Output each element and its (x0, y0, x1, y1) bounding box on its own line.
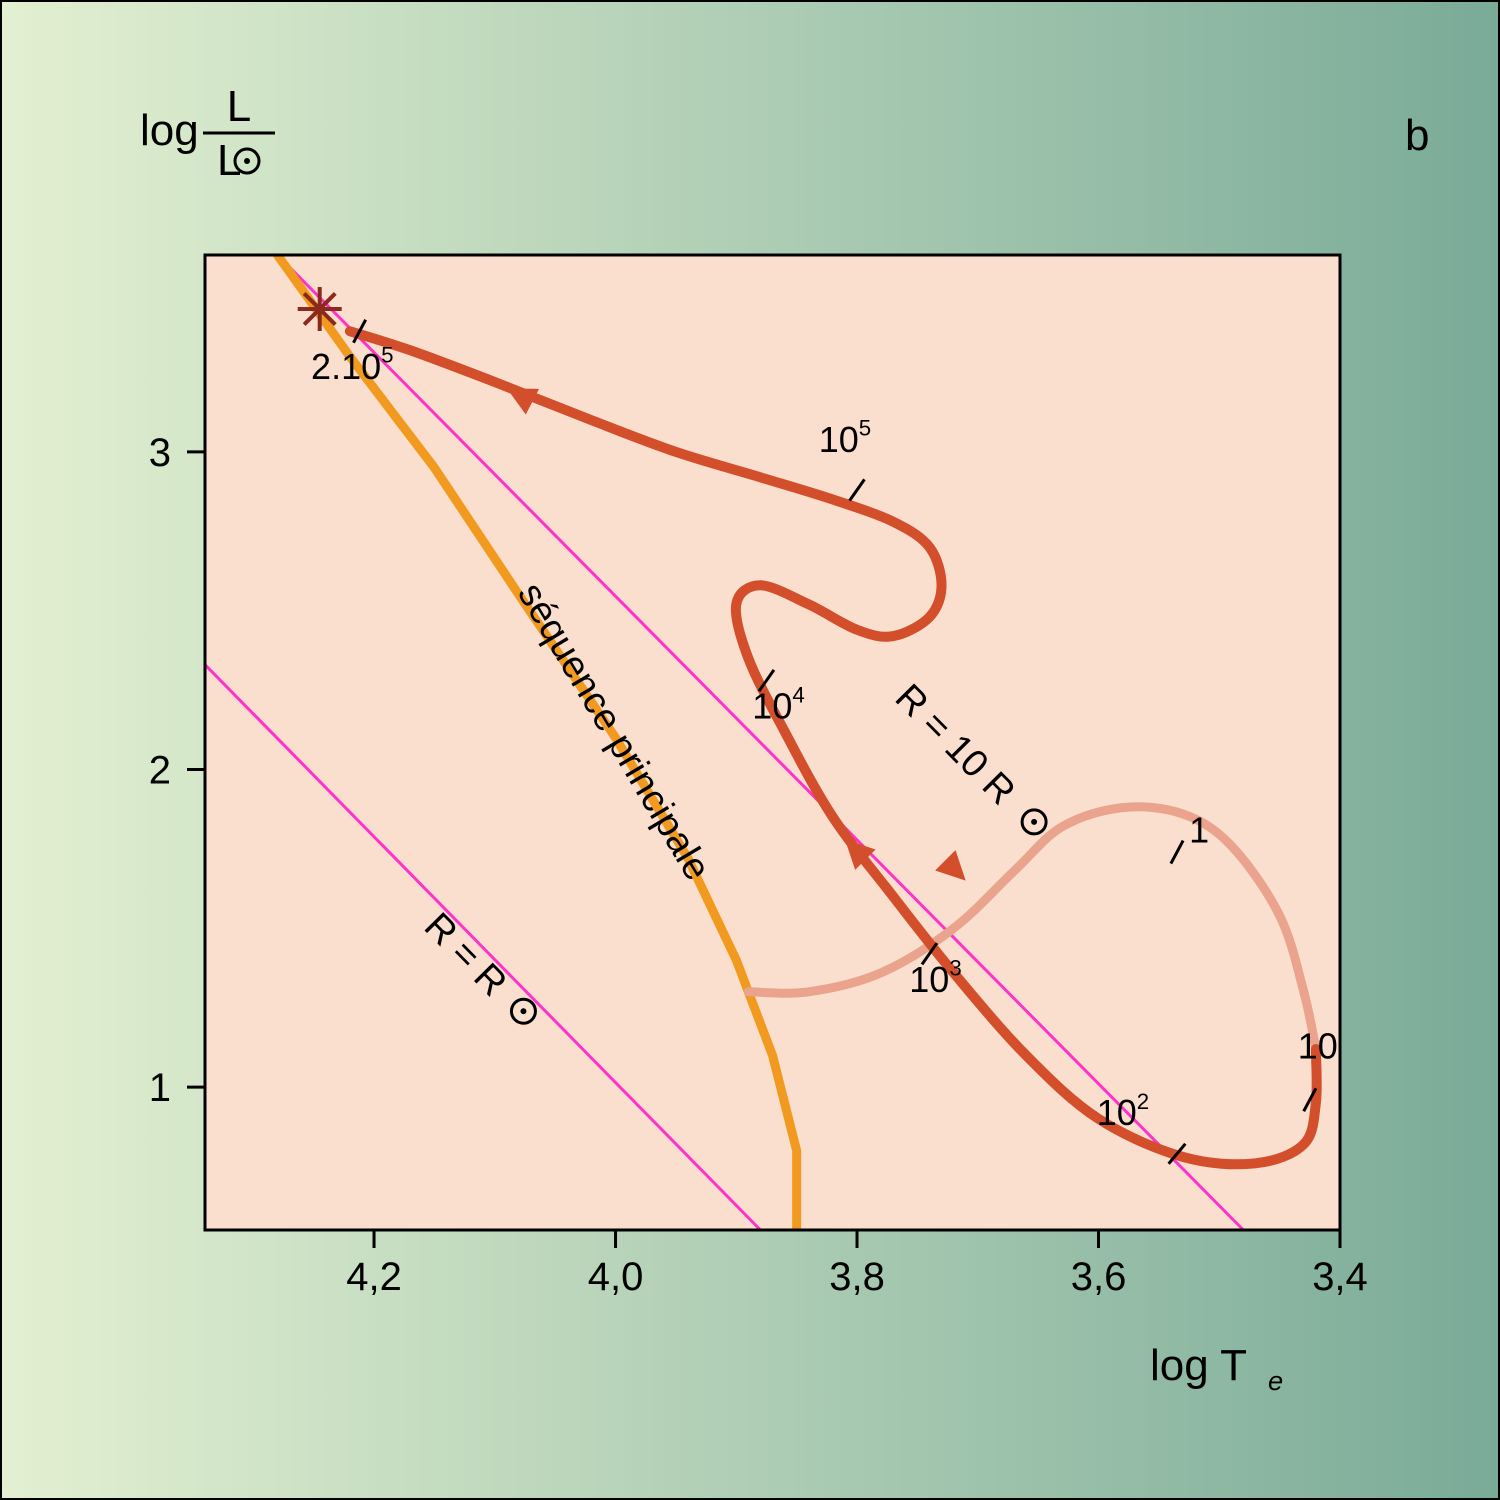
panel-letter: b (1405, 111, 1429, 160)
y-tick-label: 1 (149, 1066, 171, 1110)
y-tick-label: 3 (149, 431, 171, 475)
hr-diagram: blogLLlog TeR = RR = 10 Rséquence princi… (0, 0, 1500, 1500)
svg-text:10: 10 (1298, 1026, 1338, 1067)
x-tick-label: 3,8 (829, 1255, 885, 1299)
x-tick-label: 4,0 (588, 1255, 644, 1299)
x-tick-label: 3,6 (1071, 1255, 1127, 1299)
x-tick-label: 3,4 (1312, 1255, 1368, 1299)
end-marker (298, 287, 342, 331)
svg-text:L: L (217, 136, 241, 185)
plot-bg (205, 255, 1340, 1230)
svg-text:1: 1 (1189, 810, 1209, 851)
svg-text:log T: log T (1150, 1341, 1247, 1390)
svg-text:e: e (1268, 1365, 1283, 1396)
y-tick-label: 2 (149, 748, 171, 792)
svg-text:log: log (140, 106, 199, 155)
svg-text:L: L (227, 82, 251, 131)
x-tick-label: 4,2 (346, 1255, 402, 1299)
